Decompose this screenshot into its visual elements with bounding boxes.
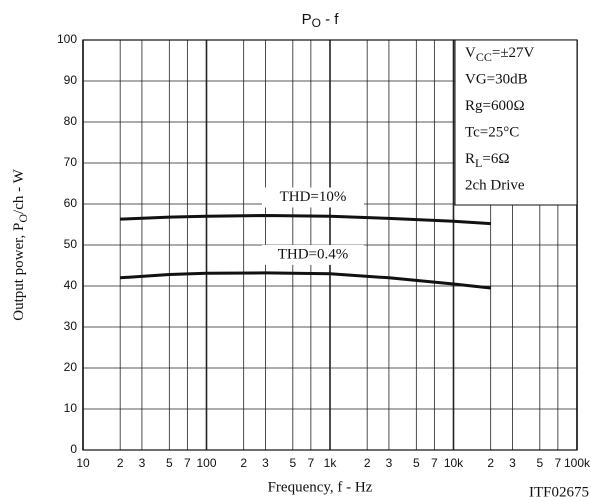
x-tick-label: 7 [555,456,562,470]
series-label: THD=0.4% [278,246,349,262]
x-tick-label: 2 [240,456,247,470]
x-tick-label: 3 [386,456,393,470]
y-tick-label: 40 [64,278,78,292]
text-part: Rg=600Ω [465,98,525,114]
x-axis-title: Frequency, f - Hz [268,479,373,495]
series-line [120,213,491,226]
x-tick-label: 5 [166,456,173,470]
text-part: P [302,11,312,28]
rich-text: Tc=25°C [465,125,519,141]
x-tick-label: 2 [117,456,124,470]
x-tick-label: 3 [262,456,269,470]
y-tick-label: 20 [64,360,78,374]
x-tick-label: 7 [431,456,438,470]
rich-text: Rg=600Ω [465,98,525,114]
conditions-box [454,39,578,206]
x-tick-label: 10 [76,456,90,470]
x-tick-label: 7 [184,456,191,470]
text-part: R [465,151,475,167]
subscript: L [475,156,482,170]
x-tick-label: 3 [509,456,516,470]
rich-text: 2ch Drive [465,178,525,194]
rich-text: VCC=±27V [465,45,535,63]
x-tick-label: 2 [487,456,494,470]
x-tick-label: 5 [289,456,296,470]
text-part: =±27V [492,45,535,61]
text-part: - f [321,11,339,28]
text-part: 2ch Drive [465,178,525,194]
text-part: Tc=25°C [465,125,519,141]
y-tick-label: 10 [64,401,78,415]
x-tick-label: 3 [139,456,146,470]
subscript: O [16,214,30,223]
y-tick-label: 100 [57,32,77,46]
y-tick-label: 50 [64,237,78,251]
subscript: CC [476,50,492,64]
x-tick-label: 100k [564,456,591,470]
text-part: /ch - W [11,168,27,214]
rich-text: VG=30dB [465,72,528,88]
rich-text: PO - f [302,11,340,30]
x-tick-label: 10k [444,456,464,470]
plot-frame [82,39,578,451]
rich-text: Output power, PO/ch - W [11,168,29,320]
label-bg [262,187,364,208]
figure-code: ITF02675 [529,484,589,500]
y-tick-label: 90 [64,73,78,87]
rich-text: RL=6Ω [465,151,509,169]
y-tick-label: 30 [64,319,78,333]
series-label: THD=10% [280,189,347,205]
text-part: =6Ω [482,151,509,167]
y-tick-label: 80 [64,114,78,128]
x-tick-label: 7 [308,456,315,470]
x-tick-label: 100 [196,456,216,470]
subscript: O [312,16,321,30]
text-part: Output power, P [11,223,27,321]
label-bg [262,244,364,265]
text-part: VG=30dB [465,72,528,88]
series-line [120,271,491,290]
x-tick-label: 5 [413,456,420,470]
y-tick-label: 0 [70,442,77,456]
text-part: V [465,45,476,61]
y-tick-label: 60 [64,196,78,210]
x-tick-label: 5 [536,456,543,470]
y-tick-label: 70 [64,155,78,169]
x-tick-label: 1k [324,456,338,470]
x-tick-label: 2 [364,456,371,470]
